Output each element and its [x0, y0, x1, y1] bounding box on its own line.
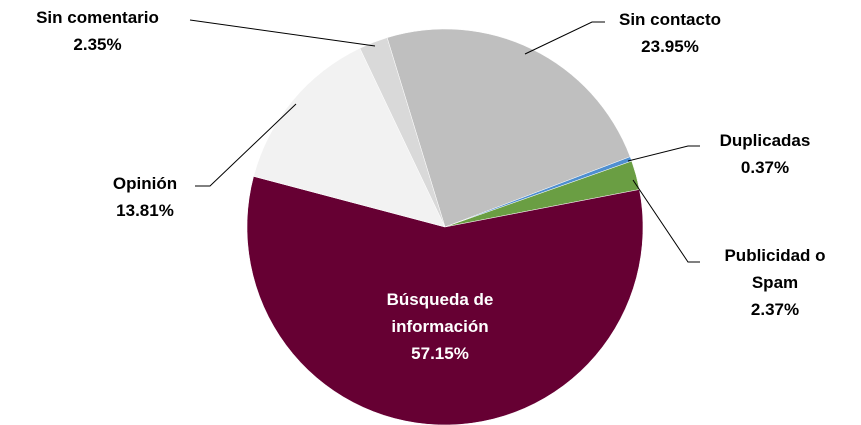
value-label: 57.15% [411, 344, 469, 363]
data-label: Sin comentario 2.35% [0, 4, 195, 58]
value-label: 0.37% [740, 158, 790, 177]
value-label: 23.95% [641, 37, 699, 56]
leader-line [195, 103, 297, 187]
category-label: Opinión [112, 174, 178, 193]
data-label: Búsqueda de información 57.15% [355, 286, 525, 367]
data-label: Opinión 13.81% [70, 170, 220, 224]
value-label: 13.81% [116, 201, 174, 220]
leader-line [524, 21, 605, 55]
leader-line [189, 19, 376, 47]
pie-slice [386, 28, 631, 228]
value-label: 2.37% [750, 300, 800, 319]
data-label: Publicidad o Spam 2.37% [700, 242, 850, 323]
pie-slice [253, 47, 446, 228]
value-label: 2.35% [73, 35, 122, 54]
category-label: Publicidad o Spam [724, 246, 826, 292]
leader-line [632, 179, 700, 263]
data-label: Sin contacto 23.95% [590, 6, 750, 60]
pie-slice [359, 37, 446, 228]
leader-line [627, 145, 700, 162]
category-label: Sin contacto [618, 10, 721, 29]
category-label: Sin comentario [36, 8, 159, 27]
category-label: Duplicadas [719, 131, 811, 150]
category-label: Búsqueda de información [386, 290, 494, 336]
data-label: Duplicadas 0.37% [690, 127, 840, 181]
